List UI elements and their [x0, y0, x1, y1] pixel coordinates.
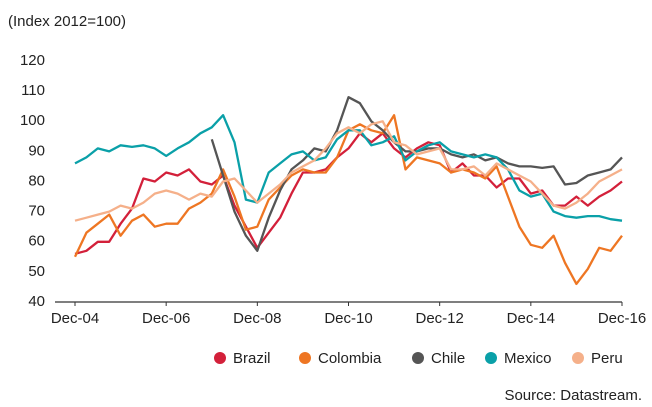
series-line — [74, 114, 623, 222]
y-tick-label: 40 — [28, 293, 45, 310]
legend-swatch — [572, 352, 584, 364]
y-tick-label: 70 — [28, 203, 45, 220]
x-tick-label: Dec-08 — [233, 310, 281, 327]
legend-swatch — [412, 352, 424, 364]
series-line — [74, 132, 623, 255]
legend-label: Brazil — [233, 350, 271, 367]
y-tick-label: 120 — [20, 52, 45, 69]
x-tick-label: Dec-10 — [324, 310, 372, 327]
x-tick-label: Dec-04 — [51, 310, 99, 327]
legend-swatch — [214, 352, 226, 364]
legend-swatch — [485, 352, 497, 364]
legend-label: Chile — [431, 350, 465, 367]
legend-label: Colombia — [318, 350, 382, 367]
series-line — [74, 120, 623, 222]
x-tick-label: Dec-06 — [142, 310, 190, 327]
legend-label: Mexico — [504, 350, 552, 367]
y-tick-label: 80 — [28, 172, 45, 189]
y-tick-label: 90 — [28, 142, 45, 159]
x-tick-label: Dec-14 — [507, 310, 555, 327]
y-tick-label: 50 — [28, 263, 45, 280]
legend-label: Peru — [591, 350, 623, 367]
y-tick-label: 100 — [20, 112, 45, 129]
x-tick-label: Dec-16 — [598, 310, 646, 327]
y-tick-label: 60 — [28, 233, 45, 250]
y-axis-label: (Index 2012=100) — [8, 13, 126, 30]
y-tick-label: 110 — [21, 82, 45, 99]
legend-swatch — [299, 352, 311, 364]
source: Source: Datastream. — [504, 387, 642, 404]
series-line — [73, 114, 623, 286]
x-tick-label: Dec-12 — [415, 310, 463, 327]
